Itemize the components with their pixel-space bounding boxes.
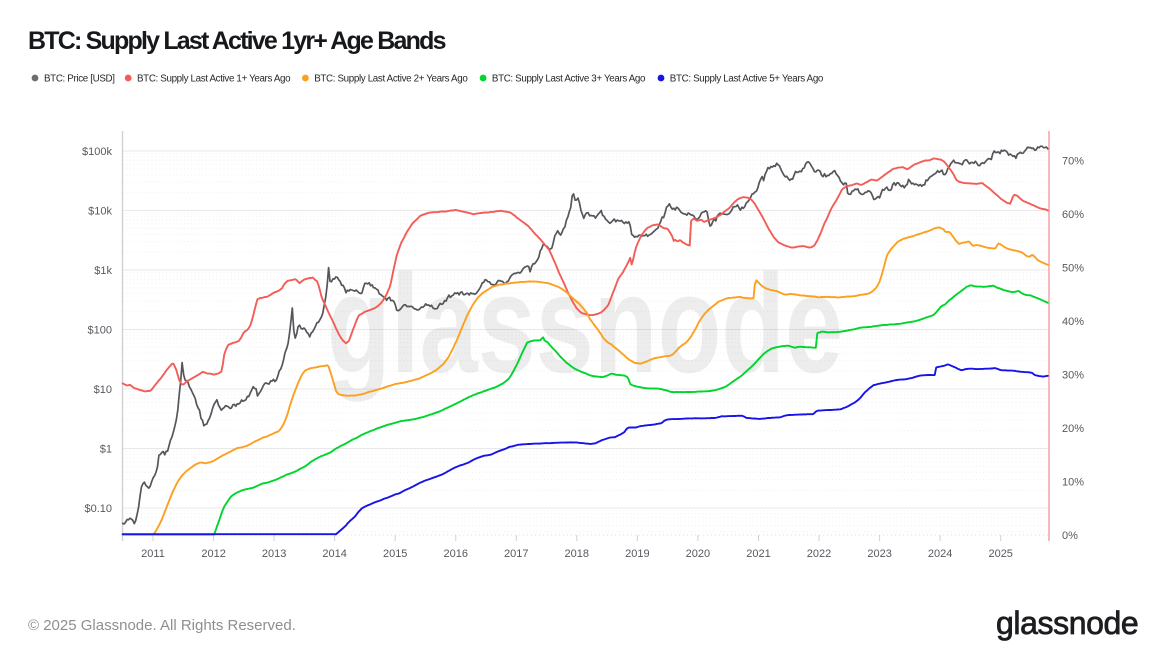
svg-text:glassnode: glassnode	[996, 605, 1138, 641]
svg-text:40%: 40%	[1062, 316, 1084, 328]
svg-text:BTC: Supply Last Active 3+ Yea: BTC: Supply Last Active 3+ Years Ago	[492, 74, 646, 85]
svg-text:$10: $10	[94, 384, 112, 396]
svg-text:2024: 2024	[928, 548, 952, 560]
svg-text:2021: 2021	[746, 548, 770, 560]
svg-text:$10k: $10k	[88, 206, 112, 218]
svg-text:2025: 2025	[988, 548, 1012, 560]
svg-text:2012: 2012	[201, 548, 225, 560]
svg-text:60%: 60%	[1062, 209, 1084, 221]
svg-text:BTC: Supply Last Active 5+ Yea: BTC: Supply Last Active 5+ Years Ago	[670, 74, 824, 85]
svg-text:$1: $1	[100, 444, 112, 456]
svg-text:2013: 2013	[262, 548, 286, 560]
svg-text:2023: 2023	[867, 548, 891, 560]
svg-text:2022: 2022	[807, 548, 831, 560]
svg-text:2016: 2016	[444, 548, 468, 560]
svg-text:BTC: Supply Last Active 1+ Yea: BTC: Supply Last Active 1+ Years Ago	[137, 74, 291, 85]
svg-text:$1k: $1k	[94, 265, 112, 277]
svg-text:2015: 2015	[383, 548, 407, 560]
svg-text:10%: 10%	[1062, 477, 1084, 489]
svg-text:2017: 2017	[504, 548, 528, 560]
svg-text:20%: 20%	[1062, 423, 1084, 435]
svg-text:© 2025 Glassnode. All Rights R: © 2025 Glassnode. All Rights Reserved.	[28, 617, 296, 634]
svg-text:BTC: Supply Last Active 2+ Yea: BTC: Supply Last Active 2+ Years Ago	[314, 74, 468, 85]
svg-text:$100: $100	[88, 325, 112, 337]
svg-text:BTC: Supply Last Active 1yr+ A: BTC: Supply Last Active 1yr+ Age Bands	[28, 27, 446, 55]
svg-text:70%: 70%	[1062, 156, 1084, 168]
svg-text:$100k: $100k	[82, 146, 112, 158]
svg-text:50%: 50%	[1062, 263, 1084, 275]
svg-text:2014: 2014	[322, 548, 346, 560]
svg-text:$0.10: $0.10	[84, 503, 112, 515]
svg-text:BTC: Price [USD]: BTC: Price [USD]	[44, 74, 115, 85]
svg-text:2019: 2019	[625, 548, 649, 560]
svg-text:2020: 2020	[686, 548, 710, 560]
svg-text:glassnode: glassnode	[327, 245, 843, 402]
svg-text:0%: 0%	[1062, 530, 1078, 542]
svg-text:2018: 2018	[565, 548, 589, 560]
svg-text:2011: 2011	[141, 548, 165, 560]
svg-text:30%: 30%	[1062, 370, 1084, 382]
